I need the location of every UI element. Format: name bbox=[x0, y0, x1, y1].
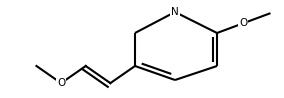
Text: O: O bbox=[239, 18, 247, 28]
Text: O: O bbox=[57, 78, 65, 88]
Text: N: N bbox=[171, 7, 179, 17]
